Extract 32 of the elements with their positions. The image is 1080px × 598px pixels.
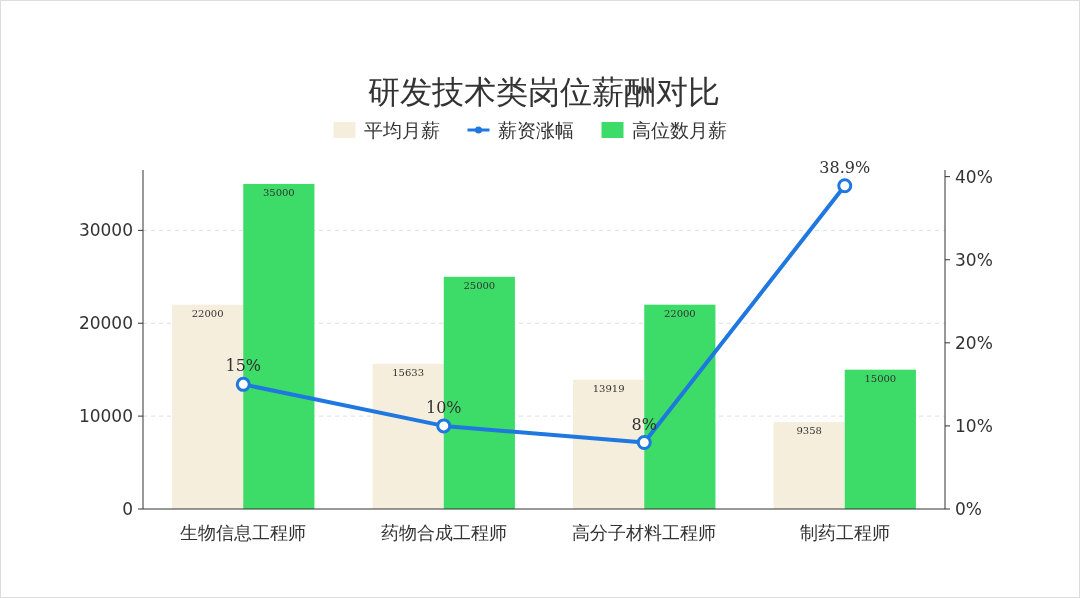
bar xyxy=(773,422,845,509)
point xyxy=(636,435,652,451)
x-tick-label: 制药工程师 xyxy=(799,522,890,543)
data-label: 22000 xyxy=(191,307,224,319)
data-label: 15633 xyxy=(392,366,425,378)
y2-tick-label: 40% xyxy=(955,166,993,187)
y2-tick-label: 10% xyxy=(955,415,993,436)
x-tick-label: 药物合成工程师 xyxy=(380,522,507,543)
data-label: 15000 xyxy=(864,372,897,384)
legend-label: 平均月薪 xyxy=(363,119,440,141)
data-label: 13919 xyxy=(592,382,625,394)
point xyxy=(837,178,853,194)
y-tick-label: 20000 xyxy=(78,313,133,334)
data-label: 38.9% xyxy=(819,157,871,177)
point xyxy=(436,418,452,434)
y2-tick-label: 30% xyxy=(955,249,993,270)
y-tick-label: 30000 xyxy=(78,220,133,241)
chart-title: 研发技术类岗位薪酬对比 xyxy=(368,73,720,111)
bar xyxy=(844,369,916,509)
legend-label: 薪资涨幅 xyxy=(497,119,574,141)
y-tick-label: 0 xyxy=(122,499,133,519)
data-label: 25000 xyxy=(463,279,496,291)
x-tick-label: 高分子材料工程师 xyxy=(572,522,717,543)
data-label: 9358 xyxy=(796,425,822,437)
y2-tick-label: 0% xyxy=(955,499,982,519)
y-tick-label: 10000 xyxy=(78,406,133,427)
x-tick-label: 生物信息工程师 xyxy=(180,522,307,543)
data-label: 22000 xyxy=(663,307,696,319)
data-label: 35000 xyxy=(262,186,295,198)
y2-tick-label: 20% xyxy=(955,332,993,353)
legend-label: 高位数月薪 xyxy=(631,119,727,141)
point xyxy=(235,376,251,392)
